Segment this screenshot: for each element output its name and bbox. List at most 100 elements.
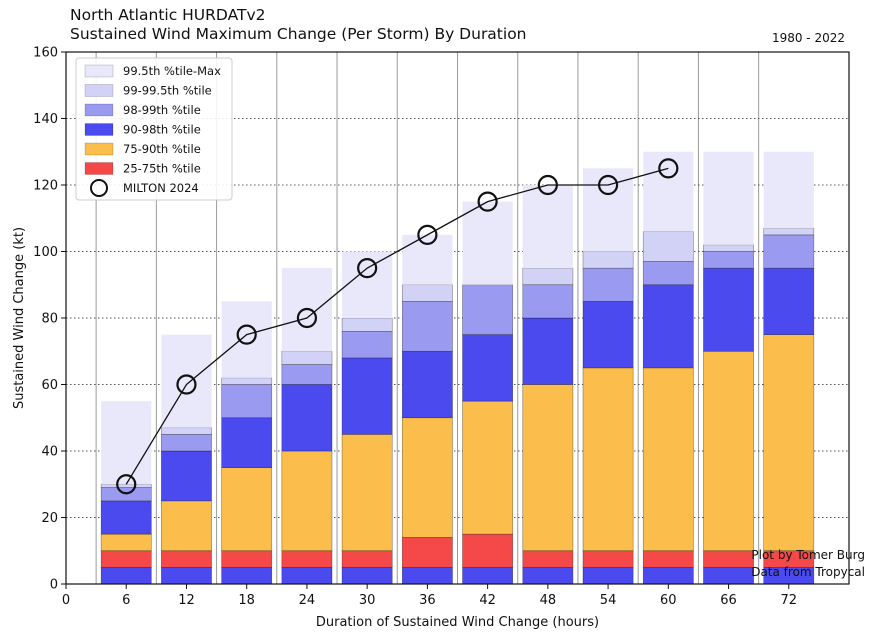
bar-segment [161, 567, 212, 585]
legend-swatch [84, 103, 114, 117]
bar-segment [522, 267, 574, 286]
bar-segment [462, 201, 513, 285]
bar-segment [161, 434, 212, 452]
bar-segment [341, 330, 393, 359]
bar-segment [522, 284, 574, 319]
bar-segment [763, 334, 815, 552]
milton-point [357, 258, 378, 279]
bar-segment [161, 500, 212, 552]
bar-segment [221, 467, 273, 552]
legend-swatch [84, 123, 114, 136]
bar-segment [161, 427, 212, 435]
bar-segment [281, 350, 333, 365]
bar-segment [522, 185, 573, 269]
bar-segment [281, 450, 333, 552]
legend-label: 99-99.5th %tile [123, 84, 212, 98]
legend: 99.5th %tile-Max 99-99.5th %tile 98-99th %… [75, 57, 233, 201]
bar-segment [763, 151, 814, 229]
bar-segment [281, 364, 333, 385]
bar-segment [281, 384, 333, 452]
bar-segment [101, 401, 152, 485]
legend-swatch [84, 64, 114, 78]
bar-segment [642, 231, 694, 262]
bar-segment [221, 567, 273, 585]
y-tick-label: 100 [33, 245, 58, 260]
bar-segment [703, 567, 754, 585]
bar-segment [582, 367, 634, 552]
legend-label: 75-90th %tile [123, 142, 201, 156]
x-tick-label: 24 [299, 593, 316, 608]
bar-segment [462, 533, 514, 568]
bar-segment [281, 550, 333, 568]
bar-segment [221, 301, 272, 378]
milton-line [125, 167, 669, 485]
bar-segment [401, 350, 453, 419]
y-tick-label: 80 [41, 312, 58, 327]
bar-segment [402, 234, 453, 285]
milton-point [236, 324, 257, 345]
bar-segment [161, 550, 212, 568]
bar-segment [100, 533, 152, 552]
y-axis-label: Sustained Wind Change (kt) [12, 227, 27, 409]
bar-segment [401, 537, 453, 568]
milton-point [296, 307, 318, 329]
bar-segment [462, 567, 514, 585]
legend-label: 98-99th %tile [123, 103, 201, 117]
bar-segment [642, 284, 694, 369]
legend-swatch [84, 142, 114, 156]
bar-segment [582, 567, 634, 585]
bar-segment [341, 550, 393, 568]
milton-point [658, 158, 679, 179]
bar-segment [703, 244, 754, 252]
y-tick-label: 20 [41, 511, 58, 526]
bar-segment [462, 284, 514, 335]
y-tick-label: 140 [33, 112, 58, 127]
bar-segment [763, 234, 815, 269]
legend-label: 99.5th %tile-Max [123, 64, 221, 78]
title-block: North Atlantic HURDATv2 Sustained Wind M… [70, 6, 527, 44]
bar-segment [642, 367, 694, 552]
bar-segment [522, 317, 574, 385]
credit-line-2: Data from Tropycal [751, 565, 865, 579]
bar-segment [642, 261, 694, 286]
bar-segment [582, 251, 634, 269]
x-tick-label: 54 [600, 593, 617, 608]
bar-segment [221, 384, 273, 419]
bar-segment [582, 267, 634, 302]
legend-swatch [84, 84, 114, 97]
legend-label: 90-98th %tile [123, 123, 201, 137]
bar-segment [763, 267, 815, 335]
bar-segment [462, 400, 514, 535]
y-tick-label: 60 [41, 378, 58, 393]
legend-marker [90, 179, 108, 197]
x-tick-label: 66 [720, 593, 737, 608]
bar-segment [703, 151, 754, 245]
bar-segment [401, 284, 453, 302]
x-tick-label: 72 [780, 593, 797, 608]
bar-segment [643, 151, 694, 232]
milton-point [477, 191, 498, 212]
milton-point [116, 474, 137, 495]
bar-segment [582, 550, 634, 568]
bar-segment [642, 550, 694, 568]
bar-segment [281, 567, 333, 585]
y-tick-label: 120 [33, 179, 58, 194]
bar-segment [221, 417, 273, 468]
x-tick-label: 60 [660, 593, 677, 608]
x-tick-label: 6 [122, 593, 130, 608]
milton-point [597, 174, 619, 196]
bar-segment [703, 550, 754, 568]
bar-segment [341, 357, 393, 435]
x-tick-label: 48 [540, 593, 557, 608]
bar-segment [642, 567, 694, 585]
bar-segment [703, 251, 754, 269]
legend-box [75, 57, 233, 201]
x-axis-label: Duration of Sustained Wind Change (hours… [316, 615, 599, 630]
bar-segment [401, 301, 453, 352]
milton-point [417, 224, 438, 245]
y-tick-label: 0 [50, 578, 58, 593]
bar-segment [582, 301, 634, 369]
bar-segment [342, 251, 393, 318]
bar-segment [401, 567, 453, 585]
bar-segment [522, 550, 574, 568]
